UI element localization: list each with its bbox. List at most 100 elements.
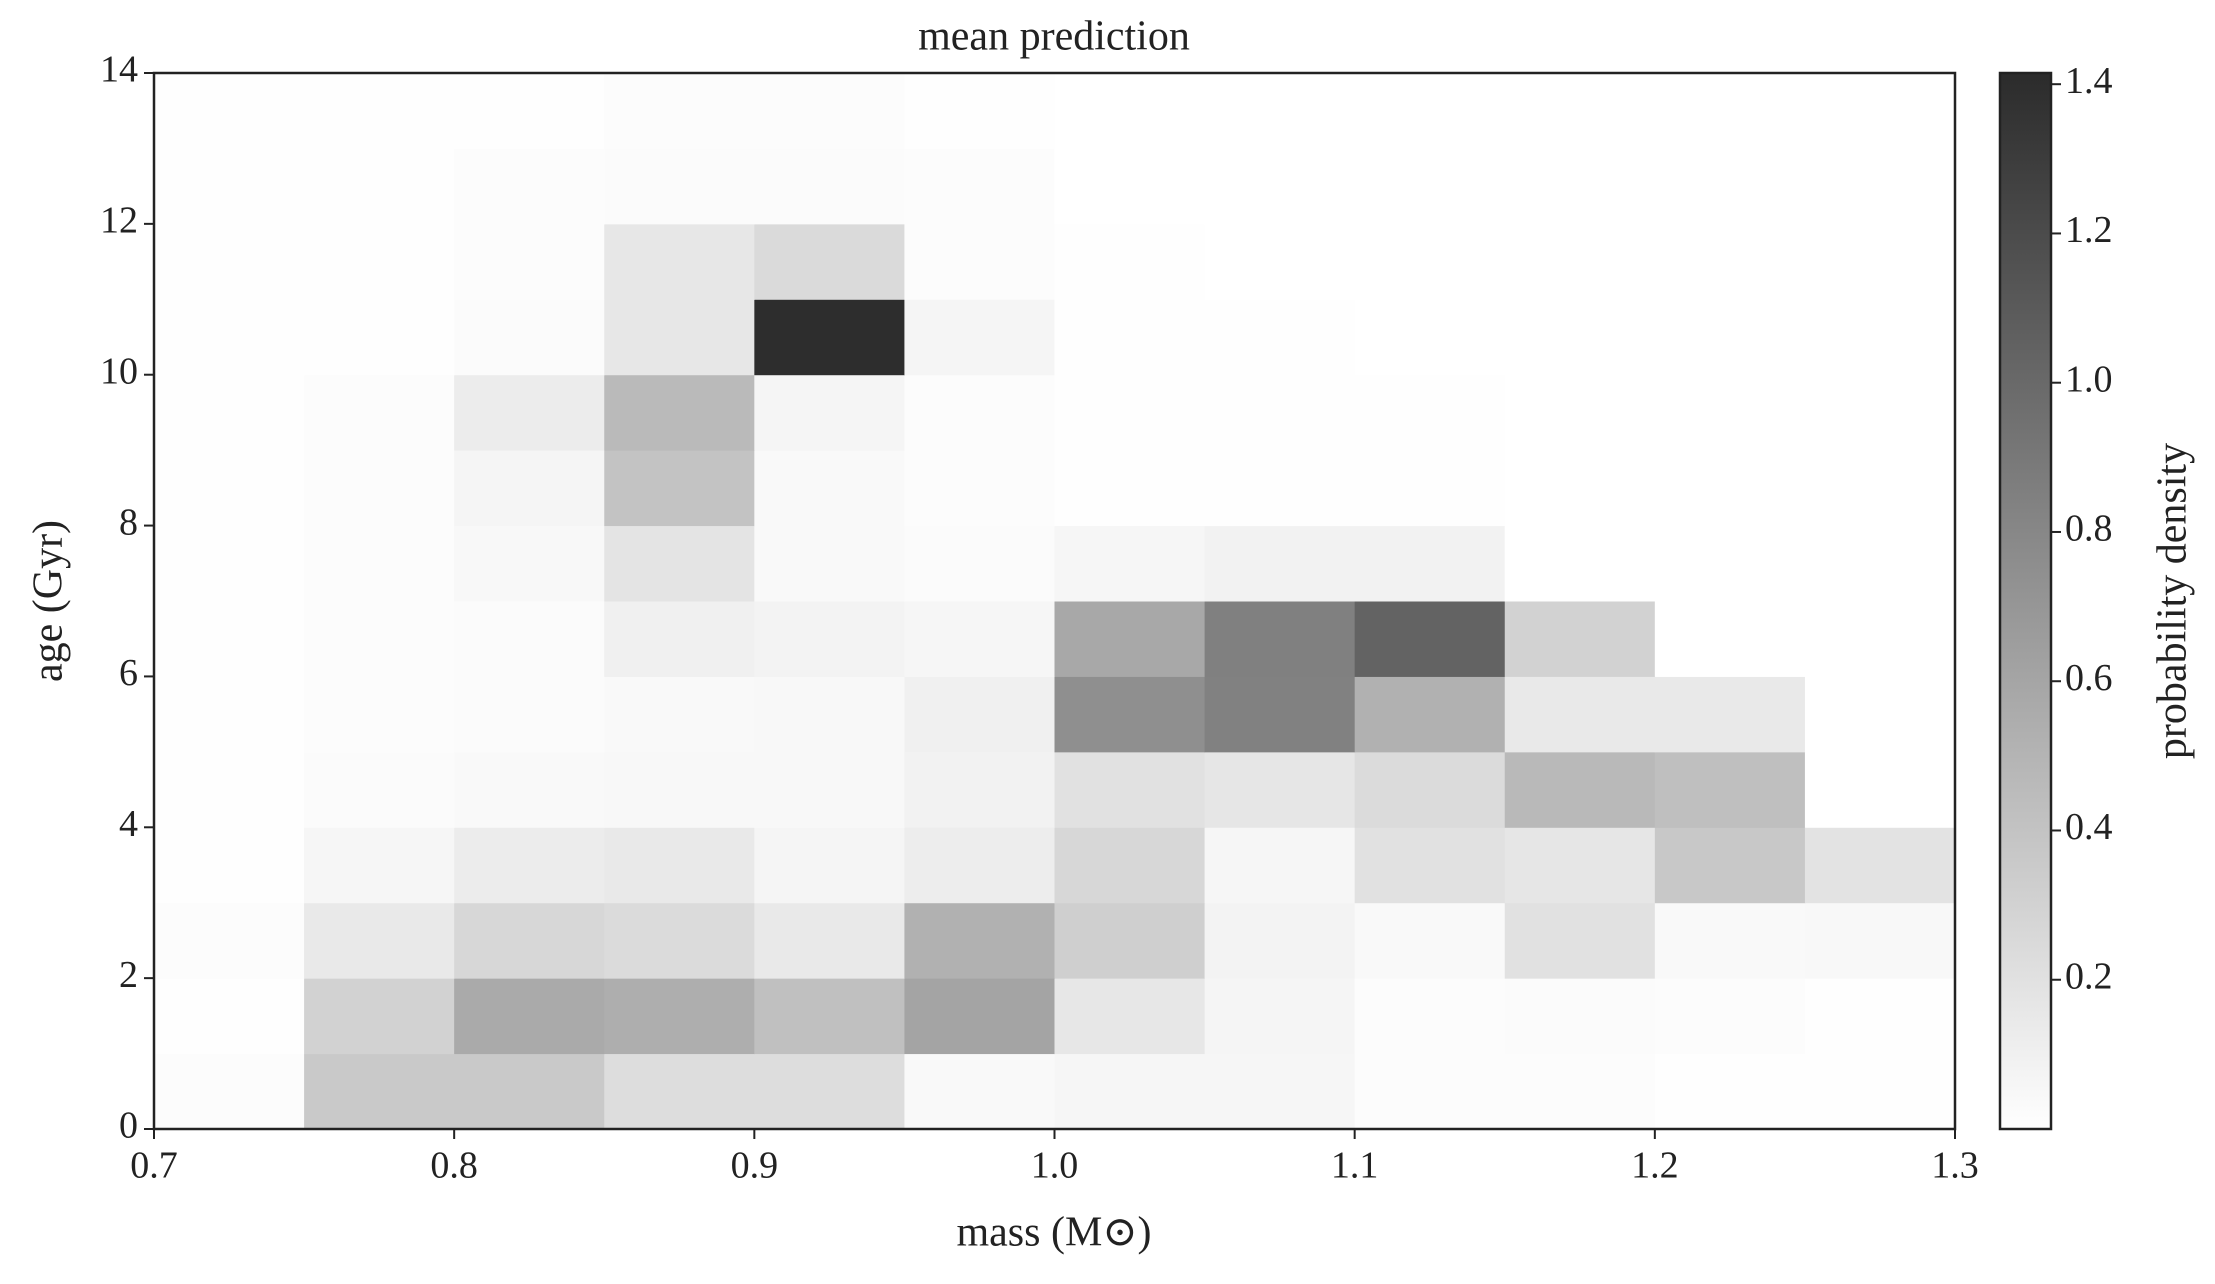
heatmap-cell xyxy=(1804,601,1956,677)
heatmap-cell xyxy=(454,827,605,904)
heatmap-cell xyxy=(454,601,605,677)
heatmap-cell xyxy=(1054,751,1206,828)
heatmap-cell xyxy=(1504,751,1656,828)
heatmap-cell xyxy=(154,676,305,753)
y-tick-label: 8 xyxy=(119,501,138,543)
heatmap-cell xyxy=(754,525,905,602)
heatmap-cell xyxy=(1504,902,1656,979)
heatmap-cell xyxy=(754,299,905,376)
heatmap-cell xyxy=(154,601,305,677)
x-tick-label: 0.9 xyxy=(731,1145,779,1187)
heatmap-cell xyxy=(1054,148,1206,225)
heatmap-cell xyxy=(754,676,905,753)
heatmap-cell xyxy=(1804,525,1956,602)
heatmap-cell xyxy=(1354,601,1506,677)
heatmap-cell xyxy=(604,827,755,904)
heatmap-cell xyxy=(154,299,305,376)
y-tick-label: 10 xyxy=(100,350,138,392)
heatmap-cell xyxy=(304,73,455,149)
heatmap-cell xyxy=(904,73,1055,149)
y-tick-label: 0 xyxy=(119,1105,138,1147)
heatmap-cell xyxy=(454,148,605,225)
heatmap-cell xyxy=(1654,299,1806,376)
heatmap-cell xyxy=(1654,902,1806,979)
heatmap-cell xyxy=(604,525,755,602)
colorbar xyxy=(1998,71,2053,1131)
heatmap-cell xyxy=(304,1053,455,1130)
heatmap-cell xyxy=(604,601,755,677)
heatmap-cell xyxy=(304,374,455,451)
heatmap-cell xyxy=(304,148,455,225)
heatmap-cell xyxy=(1204,978,1356,1055)
heatmap-cell xyxy=(1654,525,1806,602)
heatmap-cell xyxy=(1054,223,1206,300)
heatmap-cell xyxy=(154,978,305,1055)
heatmap-cell xyxy=(1204,525,1356,602)
heatmap-cell xyxy=(154,450,305,527)
heatmap-cell xyxy=(1204,450,1356,527)
heatmap-cell xyxy=(304,450,455,527)
heatmap-cell xyxy=(304,751,455,828)
heatmap-cell xyxy=(754,1053,905,1130)
x-tick-label: 0.7 xyxy=(130,1145,178,1187)
heatmap-cell xyxy=(1504,827,1656,904)
x-tick-label: 1.0 xyxy=(1031,1145,1079,1187)
heatmap-cell xyxy=(304,223,455,300)
heatmap-cell xyxy=(1654,223,1806,300)
heatmap-cell xyxy=(1204,148,1356,225)
x-axis-label: mass (M⊙) xyxy=(956,1210,1151,1256)
heatmap-cell xyxy=(454,751,605,828)
heatmap-cell xyxy=(1354,751,1506,828)
heatmap-cell xyxy=(1654,450,1806,527)
heatmap-cell xyxy=(454,1053,605,1130)
heatmap-cell xyxy=(304,299,455,376)
heatmap-cell xyxy=(904,1053,1055,1130)
heatmap-cell xyxy=(1054,827,1206,904)
heatmap-cell xyxy=(904,827,1055,904)
heatmap-cell xyxy=(904,299,1055,376)
heatmap-cell xyxy=(1054,1053,1206,1130)
heatmap-cell xyxy=(1054,902,1206,979)
heatmap-cell xyxy=(1204,827,1356,904)
heatmap-cell xyxy=(454,902,605,979)
heatmap-cell xyxy=(604,676,755,753)
heatmap-cell xyxy=(1504,223,1656,300)
heatmap-cell xyxy=(754,827,905,904)
heatmap-cell xyxy=(1654,827,1806,904)
y-tick-label: 14 xyxy=(100,49,138,91)
heatmap-cell xyxy=(904,525,1055,602)
heatmap-cell xyxy=(1354,73,1506,149)
colorbar-tick-label: 0.2 xyxy=(2065,955,2113,997)
x-tick-label: 1.1 xyxy=(1331,1145,1379,1187)
heatmap-cell xyxy=(754,223,905,300)
heatmap-cell xyxy=(904,374,1055,451)
heatmap-cell xyxy=(754,601,905,677)
heatmap-cell xyxy=(154,374,305,451)
heatmap-cell xyxy=(1354,525,1506,602)
heatmap-cell xyxy=(904,148,1055,225)
heatmap-cell xyxy=(1654,676,1806,753)
x-tick-label: 1.2 xyxy=(1631,1145,1679,1187)
chart-title: mean prediction xyxy=(918,14,1190,60)
heatmap-cell xyxy=(1654,374,1806,451)
heatmap-cell xyxy=(1504,148,1656,225)
heatmap-cell xyxy=(1804,148,1956,225)
heatmap-cell xyxy=(1804,1053,1956,1130)
y-tick-label: 6 xyxy=(119,652,138,694)
heatmap-cell xyxy=(754,902,905,979)
colorbar-tick-label: 0.6 xyxy=(2065,657,2113,699)
heatmap-cell xyxy=(754,978,905,1055)
heatmap-cell xyxy=(604,450,755,527)
heatmap-cell xyxy=(1054,73,1206,149)
heatmap-cell xyxy=(1204,601,1356,677)
heatmap-cell xyxy=(904,751,1055,828)
colorbar-tick-label: 1.2 xyxy=(2065,209,2113,251)
heatmap-cell xyxy=(1504,450,1656,527)
heatmap-cell xyxy=(454,978,605,1055)
x-tick-label: 1.3 xyxy=(1931,1145,1979,1187)
colorbar-tick-label: 1.4 xyxy=(2065,60,2113,102)
heatmap-cell xyxy=(754,148,905,225)
heatmap-cell xyxy=(304,827,455,904)
colorbar-tick-label: 1.0 xyxy=(2065,358,2113,400)
